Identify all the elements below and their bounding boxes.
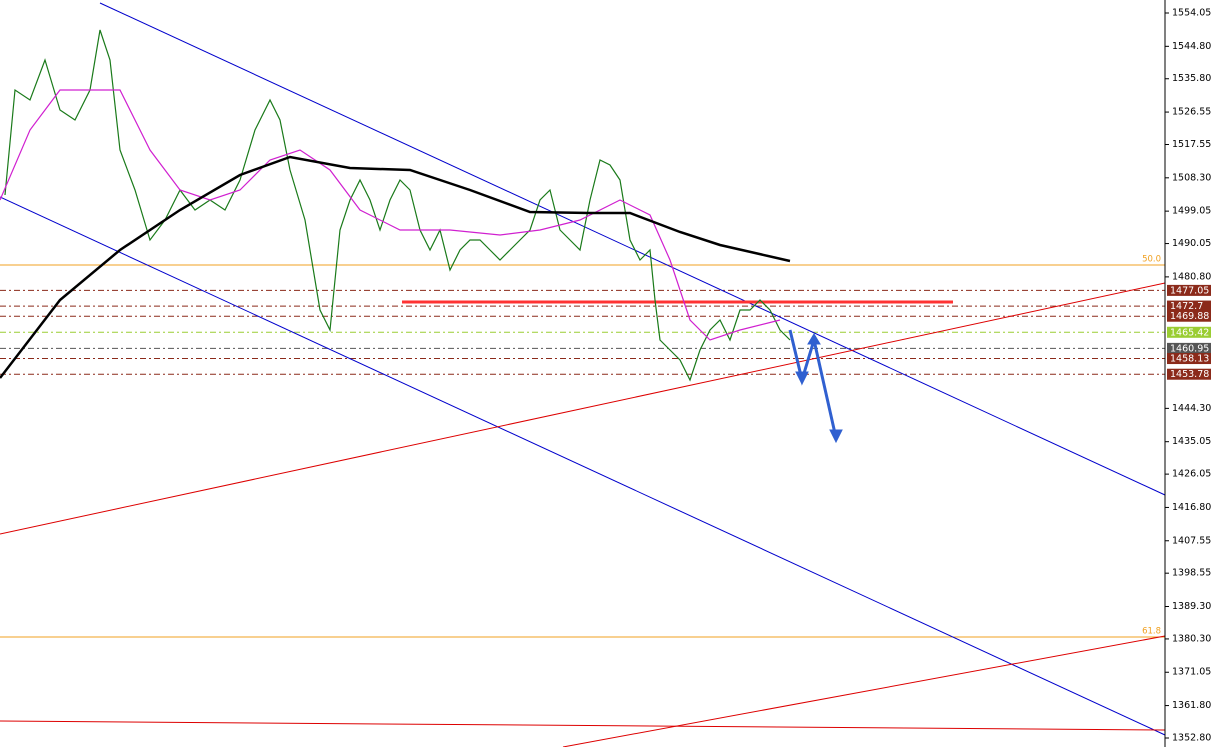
level-label-bg (1167, 326, 1211, 338)
y-tick-label: 1499.05 (1172, 206, 1211, 217)
trendline (0, 196, 1166, 736)
y-tick-label: 1407.55 (1172, 535, 1211, 546)
arrow-head (795, 371, 809, 386)
y-tick-label: 1426.05 (1172, 469, 1211, 480)
y-tick-label: 1554.05 (1172, 8, 1211, 19)
trendline (0, 282, 1166, 535)
level-label-bg (1167, 300, 1211, 312)
y-tick-label: 1380.30 (1172, 633, 1211, 644)
price-line (4, 29, 791, 382)
level-label: 1453.78 (1170, 369, 1209, 380)
y-tick-label: 1361.80 (1172, 700, 1211, 711)
level-label: 1458.13 (1170, 354, 1209, 365)
y-tick-label: 1526.55 (1172, 107, 1211, 118)
level-label: 1472.7 (1170, 301, 1203, 312)
y-tick-label: 1535.80 (1172, 73, 1211, 84)
trendline (0, 720, 1166, 731)
y-tick-label: 1416.80 (1172, 502, 1211, 513)
y-tick-label: 1444.30 (1172, 403, 1211, 414)
plot-area: 50.0 61.8 (0, 2, 1166, 747)
level-label-bg (1167, 353, 1211, 365)
level-label-bg (1167, 310, 1211, 322)
level-label: 1460.95 (1170, 343, 1209, 354)
trendline (99, 2, 1166, 496)
y-tick-label: 1544.80 (1172, 41, 1211, 52)
level-label: 1469.88 (1170, 311, 1209, 322)
level-label: 1465.42 (1170, 327, 1209, 338)
y-tick-label: 1371.05 (1172, 667, 1211, 678)
y-tick-label: 1435.05 (1172, 436, 1211, 447)
y-tick-label: 1352.80 (1172, 732, 1211, 743)
level-label-bg (1167, 368, 1211, 380)
trendline (562, 635, 1166, 747)
price-line (0, 89, 781, 341)
arrow-path (788, 329, 838, 439)
price-line (0, 155, 791, 379)
arrow-head (829, 429, 843, 444)
y-tick-label: 1398.55 (1172, 568, 1211, 579)
fib-label: 50.0 (1142, 254, 1161, 264)
y-tick-label: 1389.30 (1172, 601, 1211, 612)
forecast-arrows (788, 329, 843, 444)
y-tick-label: 1517.55 (1172, 139, 1211, 150)
y-tick-label: 1480.80 (1172, 271, 1211, 282)
level-label-bg (1167, 342, 1211, 354)
arrow-head (807, 333, 821, 345)
y-tick-label: 1490.05 (1172, 238, 1211, 249)
level-label: 1477.05 (1170, 285, 1209, 296)
y-tick-label: 1508.30 (1172, 172, 1211, 183)
fib-label: 61.8 (1142, 626, 1161, 636)
level-label-bg (1167, 284, 1211, 296)
